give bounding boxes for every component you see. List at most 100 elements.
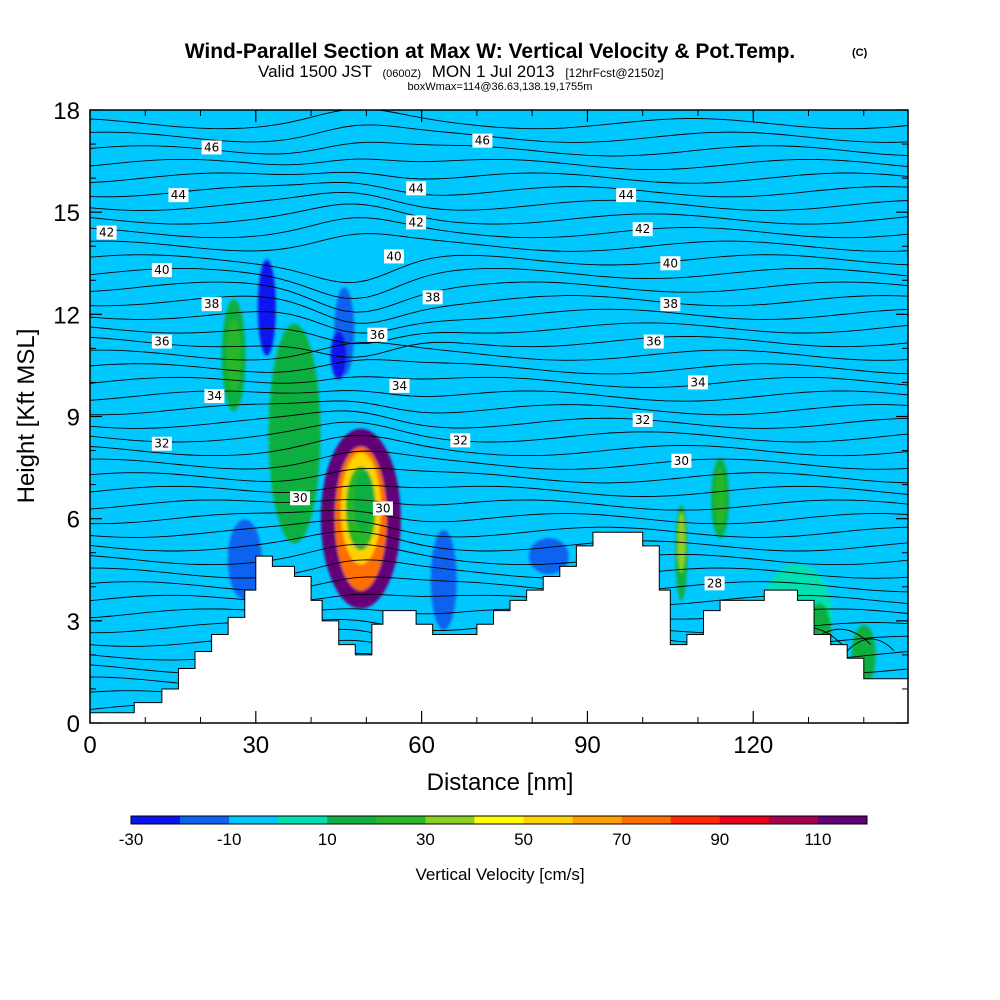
contour-label: 38 <box>660 297 681 312</box>
contour-label: 42 <box>406 215 427 230</box>
contour-line <box>90 576 908 593</box>
contour-label: 30 <box>372 501 393 516</box>
contour-label: 36 <box>643 334 664 349</box>
contour-line <box>90 509 908 525</box>
contour-label-text: 30 <box>375 501 390 515</box>
colorbar-tick-label: 90 <box>710 830 729 849</box>
contour-label: 32 <box>151 436 172 451</box>
x-axis-ticks: 0 30 60 90 120 <box>83 110 865 759</box>
plot-area: 46 46 44 44 44 42 42 42 40 40 40 38 38 38 36 36 36 34 34 34… <box>90 110 908 723</box>
contour-label-text: 32 <box>635 413 650 427</box>
y-axis-label: Height [Kft MSL] <box>13 329 40 504</box>
x-tick-label: 0 <box>83 732 96 759</box>
y-tick-label: 3 <box>67 609 80 636</box>
contour-label-text: 36 <box>370 328 385 342</box>
colorbar-tick-label: 70 <box>612 830 631 849</box>
contour-label: 42 <box>632 222 653 237</box>
x-tick-label: 120 <box>733 732 773 759</box>
contour-label: 32 <box>632 412 653 427</box>
colorbar-segment <box>768 816 819 824</box>
contour-label-text: 32 <box>453 433 468 447</box>
colorbar-segment <box>327 816 377 824</box>
contour-labels: 46 46 44 44 44 42 42 42 40 40 40 38 38 38 36 36 36 34 34 34… <box>96 133 725 591</box>
contour-line <box>90 281 908 313</box>
x-tick-label: 60 <box>408 732 435 759</box>
contour-label-text: 38 <box>425 290 440 304</box>
colorbar-segment <box>278 816 328 824</box>
colorbar-segment <box>229 816 279 824</box>
contour-label: 34 <box>389 378 410 393</box>
contour-label-text: 40 <box>386 249 401 263</box>
copyright-mark: (C) <box>852 47 868 59</box>
contour-line <box>90 267 908 300</box>
colorbar-tick-label: -30 <box>119 830 144 849</box>
colorbar-tick-label: 50 <box>514 830 533 849</box>
contour-line <box>90 390 908 402</box>
colorbar-tick-label: -10 <box>217 830 242 849</box>
contour-line <box>90 203 908 225</box>
contour-line <box>90 171 908 184</box>
colorbar <box>130 815 868 825</box>
x-axis-label: Distance [nm] <box>427 769 574 796</box>
contour-line <box>90 359 908 375</box>
contour-line <box>90 124 908 143</box>
valid-date: MON 1 Jul 2013 <box>432 62 555 81</box>
contour-label-text: 44 <box>618 188 633 202</box>
colorbar-segment <box>572 816 623 824</box>
contour-label-text: 40 <box>663 256 678 270</box>
contour-label: 38 <box>201 297 222 312</box>
contour-line <box>90 308 908 334</box>
valid-prefix: Valid 1500 JST <box>258 62 372 81</box>
velocity-cell <box>330 331 347 380</box>
contour-line <box>90 141 908 157</box>
colorbar-segment <box>523 816 574 824</box>
y-tick-label: 9 <box>67 405 80 432</box>
contour-label-text: 46 <box>475 134 490 148</box>
contour-line <box>90 376 908 388</box>
contour-label-text: 30 <box>674 454 689 468</box>
colorbar-tick-label: 110 <box>804 830 831 849</box>
colorbar-segment <box>425 816 475 824</box>
contour-label: 32 <box>450 433 471 448</box>
contour-line <box>90 400 908 416</box>
contour-label-text: 32 <box>154 437 169 451</box>
contour-line <box>90 499 908 511</box>
contour-line <box>90 530 908 552</box>
contour-line <box>90 341 908 361</box>
velocity-cell <box>353 471 374 532</box>
colorbar-segment <box>621 816 672 824</box>
contour-label: 46 <box>201 140 222 155</box>
contour-line <box>90 559 908 579</box>
contour-label: 30 <box>290 491 311 506</box>
contour-label-text: 44 <box>408 181 423 195</box>
contour-label-text: 36 <box>154 335 169 349</box>
contour-label: 40 <box>383 249 404 264</box>
contour-label: 28 <box>704 576 725 591</box>
velocity-cell <box>260 273 273 342</box>
colorbar-tick-labels: -30 -10 10 30 50 70 90 110 <box>119 830 832 849</box>
y-tick-label: 12 <box>53 302 80 329</box>
contour-label-text: 44 <box>171 188 186 202</box>
contour-line <box>90 421 908 443</box>
velocity-cell <box>268 323 321 544</box>
contour-label: 36 <box>151 334 172 349</box>
contour-line <box>90 158 908 171</box>
colorbar-segment <box>670 816 721 824</box>
velocity-cell <box>226 319 241 392</box>
colorbar-frame <box>130 815 868 825</box>
contour-line <box>90 467 908 484</box>
contour-label: 30 <box>671 453 692 468</box>
contour-line <box>90 519 908 538</box>
contour-label: 36 <box>367 327 388 342</box>
contour-label-text: 34 <box>207 389 222 403</box>
contour-line <box>90 182 908 198</box>
velocity-cell <box>528 538 569 575</box>
velocity-cell <box>430 529 457 630</box>
contour-label: 38 <box>422 290 443 305</box>
contour-label-text: 38 <box>663 297 678 311</box>
contour-line <box>90 110 908 130</box>
contour-label-text: 42 <box>635 222 650 236</box>
contour-label: 44 <box>406 181 427 196</box>
colorbar-tick-label: 10 <box>318 830 337 849</box>
svg-text:Valid 1500 JST (0600Z): Valid 1500 JST (0600Z) MON 1 Jul 2013 [1… <box>258 62 664 81</box>
